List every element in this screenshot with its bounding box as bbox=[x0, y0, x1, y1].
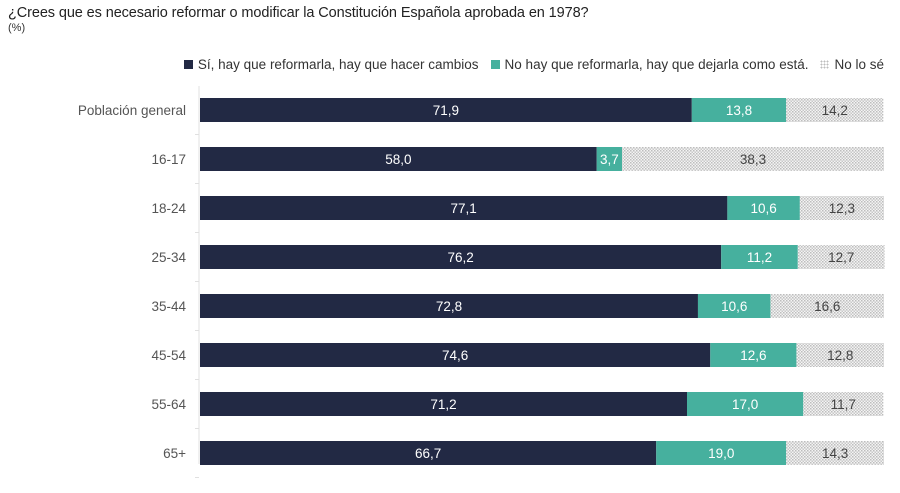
data-label-no-25-34: 11,2 bbox=[747, 250, 772, 265]
data-label-dont-know-45-54: 12,8 bbox=[827, 348, 853, 363]
legend-swatch-dont-know bbox=[820, 60, 830, 69]
bar-no-55-64 bbox=[687, 392, 804, 416]
bar-yes-18-24 bbox=[200, 196, 728, 220]
data-label-no-45-54: 12,6 bbox=[740, 348, 766, 363]
category-label-55-64: 55-64 bbox=[151, 397, 186, 412]
data-label-no-65: 19,0 bbox=[708, 446, 734, 461]
bar-no-35-44 bbox=[697, 294, 771, 318]
category-label-25-34: 25-34 bbox=[151, 250, 186, 265]
data-label-yes-35-44: 72,8 bbox=[436, 299, 462, 314]
data-label-yes-16-17: 58,0 bbox=[385, 152, 411, 167]
data-label-dont-know-55-64: 11,7 bbox=[831, 397, 856, 412]
legend-label-no: No hay que reformarla, hay que dejarla c… bbox=[504, 57, 809, 72]
bar-no-65 bbox=[656, 441, 787, 465]
data-label-dont-know-65: 14,3 bbox=[822, 446, 848, 461]
data-label-dont-know-poblacion-general: 14,2 bbox=[822, 103, 848, 118]
category-label-16-17: 16-17 bbox=[151, 152, 186, 167]
bar-no-18-24 bbox=[727, 196, 800, 220]
category-label-45-54: 45-54 bbox=[151, 348, 186, 363]
data-label-yes-45-54: 74,6 bbox=[442, 348, 468, 363]
data-label-dont-know-25-34: 12,7 bbox=[828, 250, 854, 265]
bar-dont-know-65 bbox=[786, 441, 884, 465]
bar-dont-know-16-17 bbox=[622, 147, 884, 171]
bar-yes-poblacion-general bbox=[200, 98, 692, 122]
bar-no-16-17 bbox=[596, 147, 623, 171]
category-label-35-44: 35-44 bbox=[151, 299, 186, 314]
legend-swatch-no bbox=[490, 60, 500, 69]
legend-item-no: No hay que reformarla, hay que dejarla c… bbox=[490, 57, 809, 72]
bar-dont-know-18-24 bbox=[799, 196, 884, 220]
legend-item-dont-know: No lo sé bbox=[820, 57, 884, 72]
data-label-dont-know-35-44: 16,6 bbox=[814, 299, 840, 314]
chart-subtitle: (%) bbox=[8, 22, 26, 34]
category-label-poblacion-general: Población general bbox=[78, 103, 186, 118]
data-label-yes-65: 66,7 bbox=[415, 446, 441, 461]
data-label-no-35-44: 10,6 bbox=[721, 299, 747, 314]
bar-yes-16-17 bbox=[200, 147, 597, 171]
category-label-65: 65+ bbox=[163, 446, 186, 461]
data-label-yes-poblacion-general: 71,9 bbox=[433, 103, 459, 118]
bar-yes-45-54 bbox=[200, 343, 711, 367]
bar-no-45-54 bbox=[710, 343, 797, 367]
bar-yes-25-34 bbox=[200, 245, 722, 269]
bar-dont-know-35-44 bbox=[770, 294, 884, 318]
bar-yes-55-64 bbox=[200, 392, 688, 416]
bar-no-25-34 bbox=[721, 245, 798, 269]
legend-item-yes: Sí, hay que reformarla, hay que hacer ca… bbox=[183, 57, 479, 72]
bar-dont-know-poblacion-general bbox=[786, 98, 884, 122]
data-label-yes-18-24: 77,1 bbox=[451, 201, 477, 216]
bar-yes-35-44 bbox=[200, 294, 698, 318]
data-label-no-poblacion-general: 13,8 bbox=[726, 103, 752, 118]
data-label-no-55-64: 17,0 bbox=[732, 397, 758, 412]
chart-title: ¿Crees que es necesario reformar o modif… bbox=[8, 5, 589, 21]
bar-dont-know-55-64 bbox=[803, 392, 884, 416]
data-label-dont-know-18-24: 12,3 bbox=[829, 201, 855, 216]
data-label-no-18-24: 10,6 bbox=[750, 201, 776, 216]
legend-label-yes: Sí, hay que reformarla, hay que hacer ca… bbox=[197, 57, 479, 72]
legend: Sí, hay que reformarla, hay que hacer ca… bbox=[172, 57, 884, 72]
category-label-18-24: 18-24 bbox=[151, 201, 186, 216]
bar-dont-know-25-34 bbox=[797, 245, 885, 269]
data-label-yes-55-64: 71,2 bbox=[430, 397, 456, 412]
bar-no-poblacion-general bbox=[691, 98, 787, 122]
bar-yes-65 bbox=[200, 441, 657, 465]
legend-swatch-yes bbox=[183, 60, 193, 69]
data-label-no-16-17: 3,7 bbox=[600, 152, 619, 167]
data-label-dont-know-16-17: 38,3 bbox=[740, 152, 766, 167]
bar-dont-know-45-54 bbox=[796, 343, 884, 367]
legend-label-dont-know: No lo sé bbox=[834, 57, 884, 72]
data-label-yes-25-34: 76,2 bbox=[447, 250, 473, 265]
